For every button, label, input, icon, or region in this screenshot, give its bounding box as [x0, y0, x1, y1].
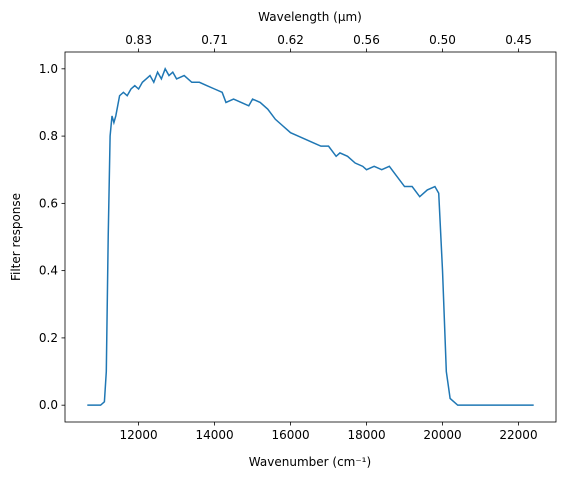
x-axis-label: Wavenumber (cm⁻¹)	[249, 455, 371, 469]
y-tick-label: 0.2	[39, 331, 58, 345]
y-axis-label: Filter response	[9, 193, 23, 281]
top-axis-label: Wavelength (μm)	[258, 10, 362, 24]
x-tick-label: 18000	[347, 428, 385, 442]
top-tick-label: 0.56	[353, 33, 380, 47]
y-tick-label: 0.8	[39, 129, 58, 143]
y-tick-label: 1.0	[39, 62, 58, 76]
x-tick-label: 12000	[119, 428, 157, 442]
data-line	[87, 67, 534, 406]
y-tick-label: 0.6	[39, 196, 58, 210]
x-tick-label: 16000	[271, 428, 309, 442]
plot-frame	[64, 51, 557, 423]
x-tick-label: 22000	[499, 428, 537, 442]
x-tick-label: 20000	[423, 428, 461, 442]
y-tick-label: 0.4	[39, 264, 58, 278]
top-tick-label: 0.62	[277, 33, 304, 47]
top-tick-label: 0.83	[125, 33, 152, 47]
top-tick-label: 0.71	[201, 33, 228, 47]
x-tick-label: 14000	[195, 428, 233, 442]
top-tick-label: 0.45	[505, 33, 532, 47]
y-tick-label: 0.0	[39, 398, 58, 412]
top-tick-label: 0.50	[429, 33, 456, 47]
